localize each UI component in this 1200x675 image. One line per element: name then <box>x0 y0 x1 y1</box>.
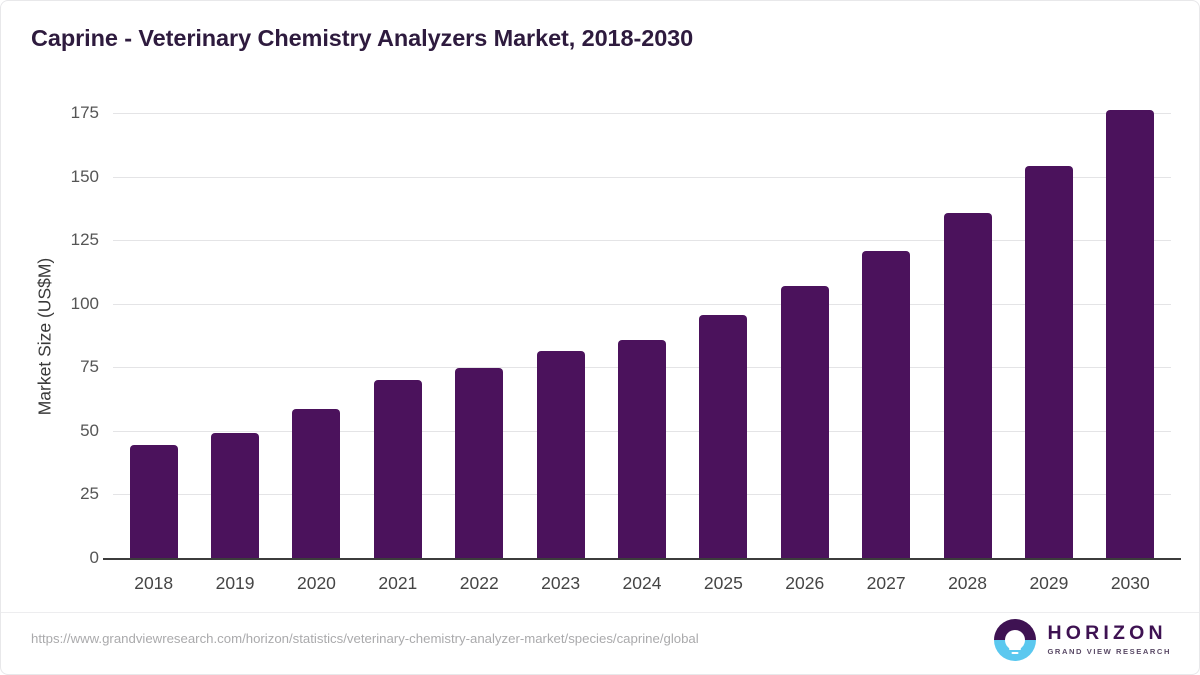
x-tick-label: 2030 <box>1110 573 1150 593</box>
horizon-mark-icon <box>994 619 1037 661</box>
bar[interactable] <box>1024 166 1073 559</box>
x-tick-label: 2028 <box>948 573 987 593</box>
bar[interactable] <box>862 251 911 559</box>
bar-group: 2030 <box>1090 110 1171 593</box>
bar-group: 2019 <box>194 114 275 593</box>
logo-wordmark: HORIZON <box>1047 622 1167 645</box>
y-tick-label: 125 <box>70 230 99 250</box>
gridline: 100 <box>71 294 1171 313</box>
logo-top-half <box>994 619 1037 640</box>
y-tick-label: 100 <box>70 293 99 313</box>
plot-area: Market Size (US$M) 0 25 50 75 100 125 150 175 2… <box>35 103 1181 593</box>
y-tick-label: 175 <box>70 103 99 122</box>
bar[interactable] <box>617 340 666 559</box>
x-tick-label: 2026 <box>785 573 825 593</box>
x-tick-label: 2029 <box>1029 573 1069 593</box>
bar-group: 2024 <box>601 114 682 593</box>
bar[interactable] <box>699 314 748 559</box>
y-axis-title: Market Size (US$M) <box>34 257 55 415</box>
gridline: 125 <box>71 230 1171 249</box>
y-tick-label: 25 <box>80 484 99 504</box>
x-tick-label: 2021 <box>378 573 418 593</box>
bar-group: 2018 <box>113 114 194 593</box>
bar-group: 2027 <box>845 114 926 593</box>
bar-group: 2020 <box>276 114 357 593</box>
logo-ray-icon <box>1009 648 1022 650</box>
bar[interactable] <box>536 350 585 559</box>
bar[interactable] <box>943 213 992 559</box>
bar-group: 2022 <box>439 114 520 593</box>
page-title: Caprine - Veterinary Chemistry Analyzers… <box>31 25 694 51</box>
x-axis-line <box>103 558 1181 560</box>
x-tick-label: 2020 <box>296 573 336 593</box>
horizon-logo: HORIZON GRAND VIEW RESEARCH <box>994 619 1171 661</box>
bar-group: 2025 <box>683 114 764 593</box>
logo-ray-icon <box>1006 644 1024 646</box>
x-tick-label: 2024 <box>622 573 662 593</box>
gridline: 175 <box>71 103 1171 122</box>
bar[interactable] <box>211 433 260 559</box>
x-tick-label: 2023 <box>541 573 581 593</box>
logo-text: HORIZON GRAND VIEW RESEARCH <box>1047 624 1171 655</box>
y-tick-label: 0 <box>89 548 99 567</box>
bar-group: 2026 <box>764 114 845 593</box>
bar-group: 2023 <box>520 114 601 593</box>
bar[interactable] <box>1106 110 1155 559</box>
y-tick-label: 50 <box>80 420 99 440</box>
x-tick-label: 2025 <box>703 573 743 593</box>
bar[interactable] <box>129 444 178 559</box>
x-tick-label: 2027 <box>866 573 906 593</box>
logo-bottom-half <box>994 640 1037 661</box>
bar[interactable] <box>373 379 422 559</box>
y-tick-label: 150 <box>70 166 99 186</box>
bar[interactable] <box>780 285 829 559</box>
bar-group: 2028 <box>927 114 1008 593</box>
footer-divider <box>1 612 1199 613</box>
logo-ray-icon <box>1011 652 1019 654</box>
gridline: 150 <box>71 167 1171 186</box>
x-tick-label: 2022 <box>459 573 499 593</box>
bar[interactable] <box>292 408 341 559</box>
logo-tagline: GRAND VIEW RESEARCH <box>1047 646 1171 656</box>
bars: 2018 2019 2020 2021 2022 2023 2024 2025 2026 2027… <box>113 110 1171 593</box>
x-tick-label: 2018 <box>134 573 174 593</box>
bar-group: 2021 <box>357 114 438 593</box>
bar-group: 2029 <box>1008 114 1089 593</box>
source-url[interactable]: https://www.grandviewresearch.com/horizo… <box>31 631 699 646</box>
y-tick-label: 75 <box>80 357 99 377</box>
bar[interactable] <box>455 368 504 559</box>
x-tick-label: 2019 <box>215 573 255 593</box>
